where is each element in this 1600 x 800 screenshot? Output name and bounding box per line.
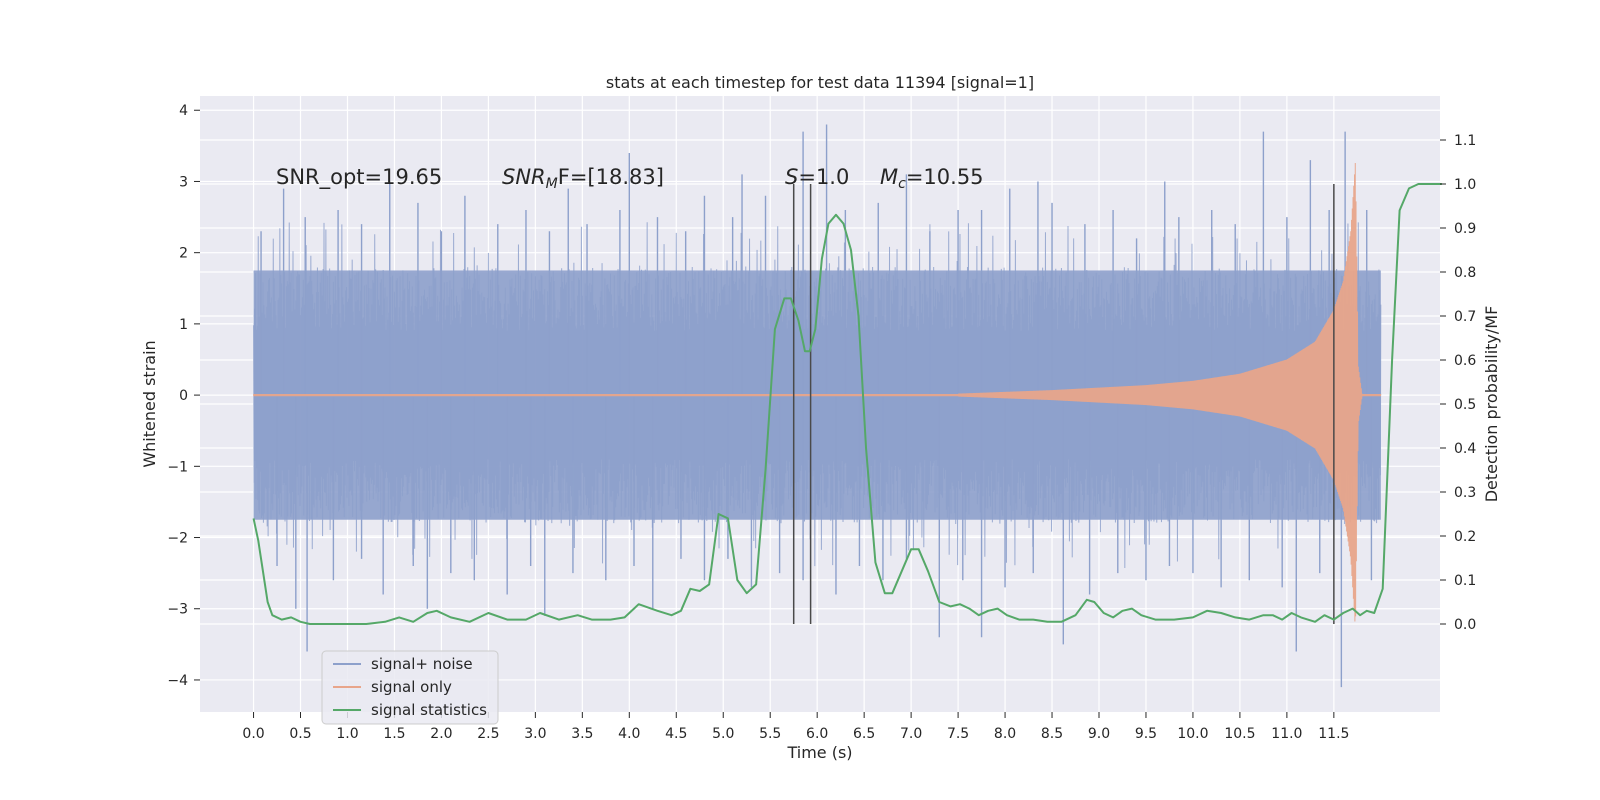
y-left-tick-label-6: 2 [179,246,188,262]
y-right-tick-label-2: 0.2 [1454,529,1476,545]
annotation-mc: Mc=10.55 [880,165,984,192]
annotation-s: S=1.0 [785,165,849,189]
annotation-s-label: S [785,165,798,189]
annotation-snr-mf: SNRMF=[18.83] [502,165,664,192]
y-axis-label-left: Whitened strain [140,340,159,467]
x-tick-label-20: 10.0 [1177,726,1208,742]
y-right-tick-label-3: 0.3 [1454,485,1476,501]
annotation-mc-sub: c [898,176,906,192]
y-right-tick-label-8: 0.8 [1454,265,1476,281]
legend-label-signal-statistics: signal statistics [371,701,487,719]
annotation-s-value: =1.0 [798,165,849,189]
y-right-tick-label-0: 0.0 [1454,617,1476,633]
x-tick-label-11: 5.5 [759,726,781,742]
annotation-mc-value: =10.55 [906,165,984,189]
x-tick-label-8: 4.0 [618,726,640,742]
y-left-tick-label-4: 0 [179,388,188,404]
y-left-tick-label-5: 1 [179,317,188,333]
y-left-tick-label-3: −1 [167,459,188,475]
annotation-snr-opt: SNR_opt=19.65 [276,165,442,190]
series-layer [252,124,1442,688]
y-left-tick-label-8: 4 [179,103,188,119]
y-right-tick-label-11: 1.1 [1454,133,1476,149]
x-tick-label-12: 6.0 [806,726,828,742]
chart-title: stats at each timestep for test data 113… [606,73,1034,92]
x-tick-label-14: 7.0 [900,726,922,742]
y-axis-label-right: Detection probability/MF [1482,306,1501,503]
legend: signal+ noise signal only signal statist… [321,650,499,725]
x-tick-label-22: 11.0 [1271,726,1302,742]
legend-box [321,650,499,725]
x-tick-label-2: 1.0 [336,726,358,742]
y-left-tick-label-0: −4 [167,673,188,689]
x-tick-label-9: 4.5 [665,726,687,742]
x-tick-label-16: 8.0 [994,726,1016,742]
y-right-tick-label-7: 0.7 [1454,309,1476,325]
x-tick-label-3: 1.5 [383,726,405,742]
series-signal-statistics [252,183,1442,625]
x-tick-label-15: 7.5 [947,726,969,742]
x-tick-label-4: 2.0 [430,726,452,742]
y-left-tick-label-7: 3 [179,174,188,190]
x-tick-label-6: 3.0 [524,726,546,742]
x-axis-label: Time (s) [786,743,852,762]
y-right-tick-label-5: 0.5 [1454,397,1476,413]
x-tick-label-7: 3.5 [571,726,593,742]
y-right-tick-label-9: 0.9 [1454,221,1476,237]
y-right-tick-label-10: 1.0 [1454,177,1476,193]
y-left-tick-label-1: −3 [167,602,188,618]
annotation-snr-mf-sub: M [546,176,558,192]
series-signal-only [253,162,1382,622]
y-right-tick-label-4: 0.4 [1454,441,1476,457]
y-right-tick-label-1: 0.1 [1454,573,1476,589]
x-tick-label-23: 11.5 [1318,726,1349,742]
annotation-snr-mf-rest: F=[18.83] [558,165,664,189]
legend-label-signal-noise: signal+ noise [371,655,473,673]
axes: 0.0 0.5 1.0 1.5 2.0 2.5 3.0 3.5 4.0 4.5 5.0 5.5 6.0 6… [167,103,1476,742]
x-tick-label-21: 10.5 [1224,726,1255,742]
y-right-tick-label-6: 0.6 [1454,353,1476,369]
x-tick-label-10: 5.0 [712,726,734,742]
x-tick-label-0: 0.0 [242,726,264,742]
annotations: SNR_opt=19.65 SNRMF=[18.83] S=1.0 Mc=10.… [276,165,984,192]
x-tick-label-18: 9.0 [1088,726,1110,742]
x-tick-label-13: 6.5 [853,726,875,742]
x-tick-label-19: 9.5 [1135,726,1157,742]
x-tick-label-5: 2.5 [477,726,499,742]
y-left-tick-label-2: −2 [167,531,188,547]
annotation-snr-mf-label: SNR [502,165,546,189]
annotation-mc-label: M [880,165,898,189]
legend-label-signal-only: signal only [371,678,452,696]
x-tick-label-17: 8.5 [1041,726,1063,742]
x-tick-label-1: 0.5 [289,726,311,742]
